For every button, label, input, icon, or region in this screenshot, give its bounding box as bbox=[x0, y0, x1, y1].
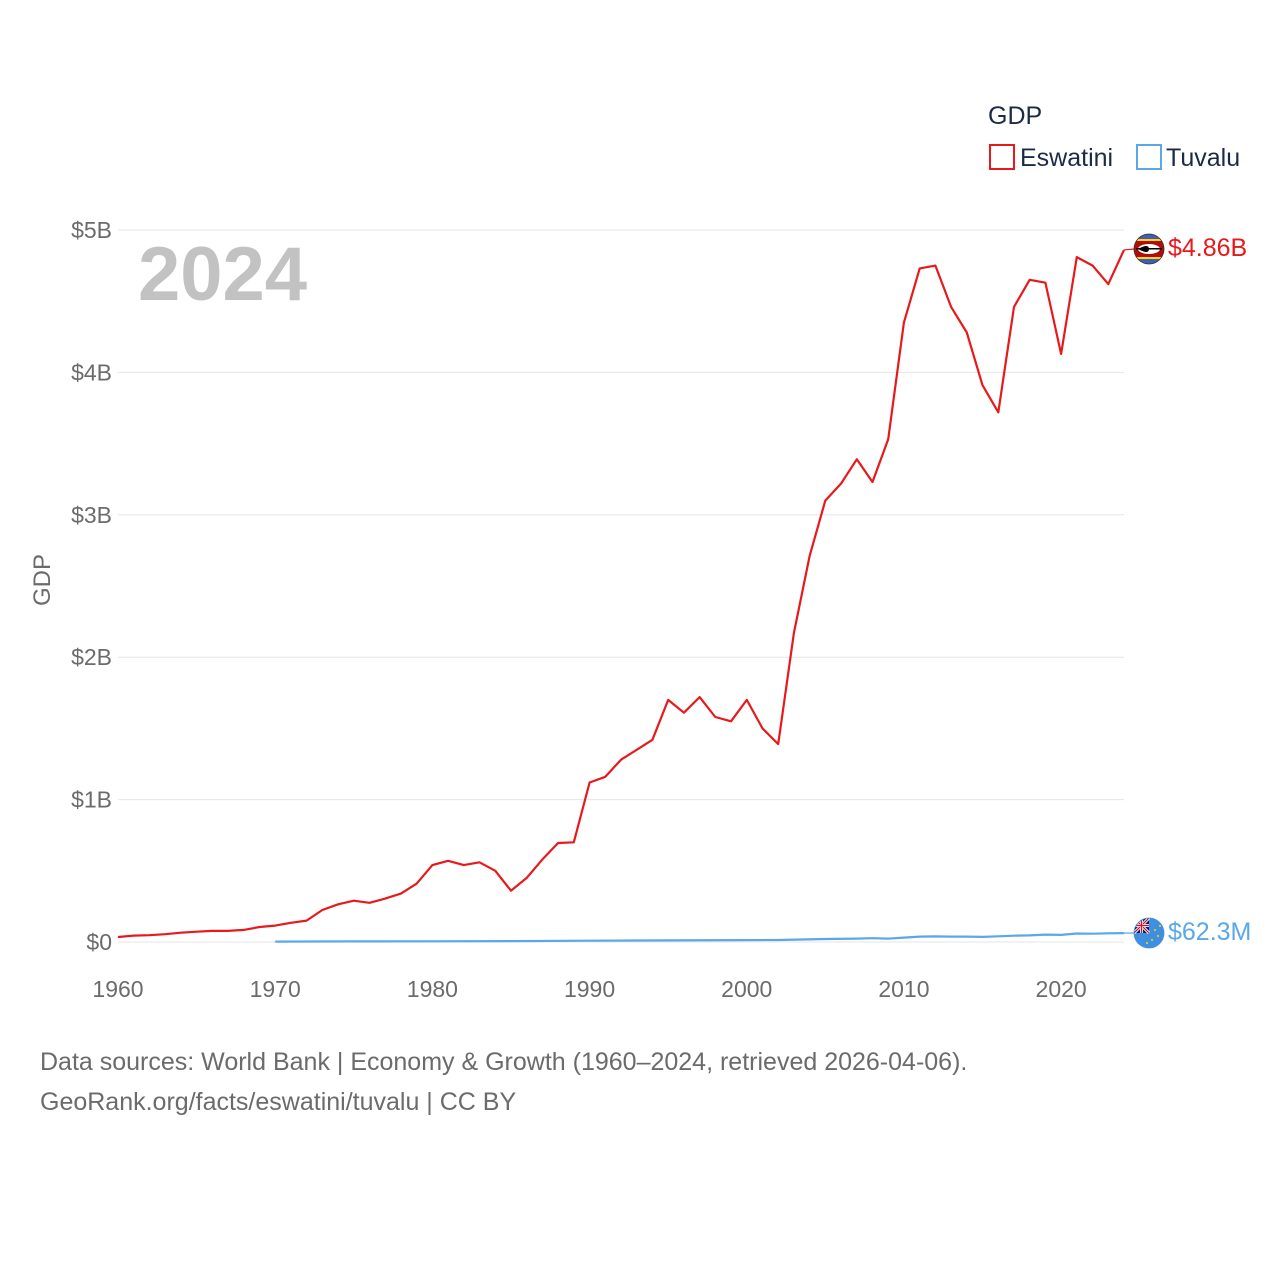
legend-label-tuvalu: Tuvalu bbox=[1166, 144, 1240, 172]
end-label-eswatini: $4.86B bbox=[1168, 234, 1247, 262]
legend-item-tuvalu[interactable]: Tuvalu bbox=[1136, 144, 1240, 172]
legend-label-eswatini: Eswatini bbox=[1020, 144, 1113, 172]
y-tick-label: $3B bbox=[71, 502, 112, 528]
x-tick-label: 2020 bbox=[1036, 976, 1087, 1002]
grid-lines bbox=[118, 229, 1124, 943]
source-line-1: Data sources: World Bank | Economy & Gro… bbox=[40, 1048, 968, 1076]
series-line-eswatini[interactable] bbox=[117, 249, 1125, 939]
y-tick-label: $5B bbox=[71, 217, 112, 243]
tuvalu-flag-icon bbox=[1133, 917, 1165, 949]
legend-item-eswatini[interactable]: Eswatini bbox=[989, 144, 1113, 172]
legend-swatch-tuvalu bbox=[1136, 144, 1162, 170]
x-tick-label: 2000 bbox=[721, 976, 772, 1002]
end-label-tuvalu: $62.3M bbox=[1168, 918, 1251, 946]
y-tick-label: $2B bbox=[71, 644, 112, 670]
leader-line-eswatini bbox=[1123, 248, 1135, 251]
x-axis-ticks: 1960 1970 1980 1990 2000 2010 2020 bbox=[92, 976, 1086, 1002]
y-axis-label: GDP bbox=[29, 554, 56, 606]
legend[interactable]: GDP Eswatini Tuvalu bbox=[988, 102, 1240, 172]
y-tick-label: $0 bbox=[86, 929, 112, 955]
y-tick-label: $4B bbox=[71, 359, 112, 385]
series-lines bbox=[117, 248, 1135, 943]
x-tick-label: 1960 bbox=[92, 976, 143, 1002]
x-tick-label: 1990 bbox=[564, 976, 615, 1002]
series-line-tuvalu[interactable] bbox=[275, 932, 1125, 943]
y-tick-label: $1B bbox=[71, 787, 112, 813]
x-tick-label: 1970 bbox=[250, 976, 301, 1002]
year-watermark: 2024 bbox=[138, 232, 307, 317]
legend-title: GDP bbox=[988, 102, 1042, 130]
x-tick-label: 1980 bbox=[407, 976, 458, 1002]
y-axis-ticks: $0 $1B $2B $3B $4B $5B bbox=[71, 217, 112, 955]
legend-swatch-eswatini bbox=[989, 144, 1015, 170]
source-line-2[interactable]: GeoRank.org/facts/eswatini/tuvalu | CC B… bbox=[40, 1088, 517, 1116]
x-tick-label: 2010 bbox=[878, 976, 929, 1002]
gdp-line-chart: $0 $1B $2B $3B $4B $5B 1960 1970 1980 1990 2000 20… bbox=[29, 102, 1251, 1002]
source-note: Data sources: World Bank | Economy & Gro… bbox=[40, 1042, 967, 1122]
eswatini-flag-icon bbox=[1133, 233, 1165, 265]
